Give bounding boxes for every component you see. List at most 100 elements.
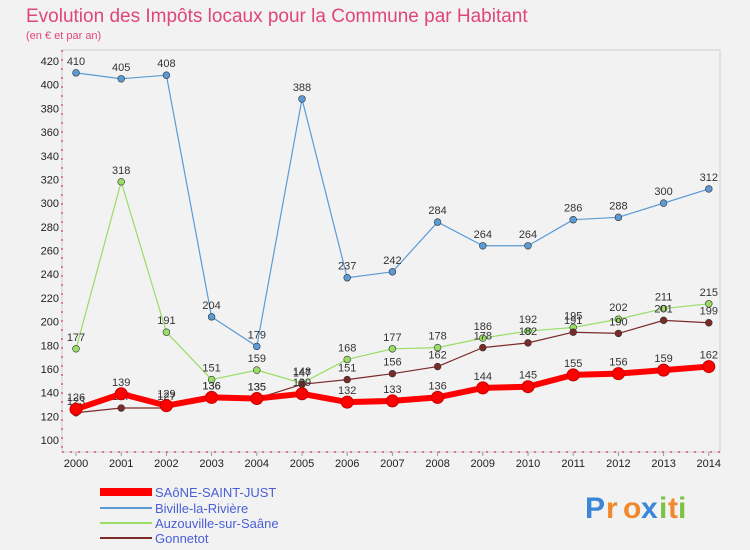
y-tick-label: 100: [41, 435, 59, 447]
data-label: 133: [383, 384, 401, 396]
data-label: 408: [157, 58, 175, 70]
y-tick-label: 400: [41, 80, 59, 92]
data-label: 139: [293, 377, 311, 389]
data-label: 136: [202, 380, 220, 392]
y-tick-label: 180: [41, 340, 59, 352]
x-tick-label: 2011: [561, 458, 585, 470]
y-tick-label: 140: [41, 388, 59, 400]
data-label: 151: [338, 363, 356, 375]
x-tick-label: 2001: [109, 458, 133, 470]
data-point: [340, 395, 354, 409]
data-label: 156: [383, 357, 401, 369]
data-point: [117, 178, 125, 186]
data-point: [524, 242, 532, 250]
data-label: 126: [67, 392, 85, 404]
data-point: [388, 345, 397, 353]
y-tick-label: 380: [41, 103, 59, 115]
data-label: 135: [248, 382, 266, 394]
data-label: 199: [700, 306, 718, 318]
x-tick-label: 2008: [425, 458, 449, 470]
x-tick-label: 2009: [471, 458, 495, 470]
data-label: 211: [655, 292, 673, 304]
data-point: [388, 369, 397, 378]
y-tick-label: 240: [41, 269, 59, 281]
legend-label: Gonnetot: [155, 531, 209, 546]
chart-subtitle: (en € et par an): [26, 30, 101, 42]
logo-letter: P: [585, 492, 605, 525]
y-tick-label: 360: [41, 127, 59, 139]
data-point: [343, 355, 351, 364]
data-point: [388, 268, 397, 276]
x-tick-label: 2012: [606, 458, 630, 470]
data-point: [659, 199, 668, 207]
data-label: 159: [654, 353, 672, 365]
y-tick-label: 280: [41, 222, 59, 234]
chart-title: Evolution des Impôts locaux pour la Comm…: [26, 6, 528, 27]
data-point: [253, 366, 261, 374]
y-tick-label: 320: [41, 174, 59, 186]
data-point: [159, 399, 173, 413]
y-tick-label: 120: [41, 411, 59, 423]
data-label: 155: [564, 358, 582, 370]
data-label: 162: [700, 350, 718, 362]
data-label: 168: [338, 342, 356, 354]
x-tick-label: 2000: [64, 458, 88, 470]
data-label: 147: [293, 367, 311, 379]
logo-letter: x: [641, 492, 658, 525]
x-tick-label: 2003: [199, 458, 223, 470]
data-point: [476, 381, 490, 395]
data-label: 201: [654, 303, 672, 315]
data-point: [253, 342, 261, 351]
data-point: [614, 329, 623, 338]
data-label: 318: [112, 165, 130, 177]
x-tick-label: 2005: [290, 458, 314, 470]
data-point: [69, 402, 83, 416]
data-point: [657, 363, 671, 377]
data-label: 242: [383, 255, 401, 267]
y-tick-label: 340: [41, 151, 59, 163]
data-label: 264: [519, 229, 537, 241]
data-point: [524, 327, 532, 335]
data-point: [295, 387, 309, 401]
data-point: [114, 387, 128, 401]
data-label: 129: [157, 389, 175, 401]
data-label: 202: [609, 302, 627, 314]
data-point: [433, 218, 442, 226]
data-point: [343, 375, 351, 384]
data-point: [611, 367, 625, 381]
x-tick-label: 2004: [245, 458, 269, 470]
series-0: 126 139 129 136 135 139 132 133 136 144 145 155 156 1…: [67, 350, 718, 416]
legend-label: Auzouville-sur-Saâne: [155, 516, 279, 531]
data-point: [117, 404, 125, 412]
data-point: [162, 328, 171, 336]
logo-letter: i: [678, 492, 686, 525]
data-point: [431, 390, 445, 404]
y-tick-label: 200: [41, 317, 59, 329]
data-point: [524, 339, 532, 347]
data-point: [521, 380, 535, 394]
data-label: 151: [202, 363, 220, 375]
data-point: [566, 368, 580, 382]
logo-letter: t: [668, 492, 678, 525]
legend: SAôNE-SAINT-JUSTBiville-la-RivièreAuzouv…: [100, 485, 279, 546]
data-label: 178: [474, 331, 492, 343]
data-label: 192: [519, 314, 537, 326]
data-point: [614, 315, 623, 323]
data-point: [659, 304, 668, 313]
legend-label: SAôNE-SAINT-JUST: [155, 485, 276, 500]
data-label: 312: [700, 172, 718, 184]
data-label: 410: [67, 56, 85, 68]
x-tick-label: 2007: [380, 458, 404, 470]
data-point: [72, 345, 80, 353]
data-label: 191: [157, 315, 175, 327]
data-point: [343, 274, 351, 282]
data-label: 186: [474, 321, 492, 333]
data-point: [433, 362, 442, 371]
data-point: [479, 242, 487, 250]
data-label: 127: [157, 391, 175, 403]
data-label: 156: [609, 357, 627, 369]
legend-label: Biville-la-Rivière: [155, 501, 248, 516]
